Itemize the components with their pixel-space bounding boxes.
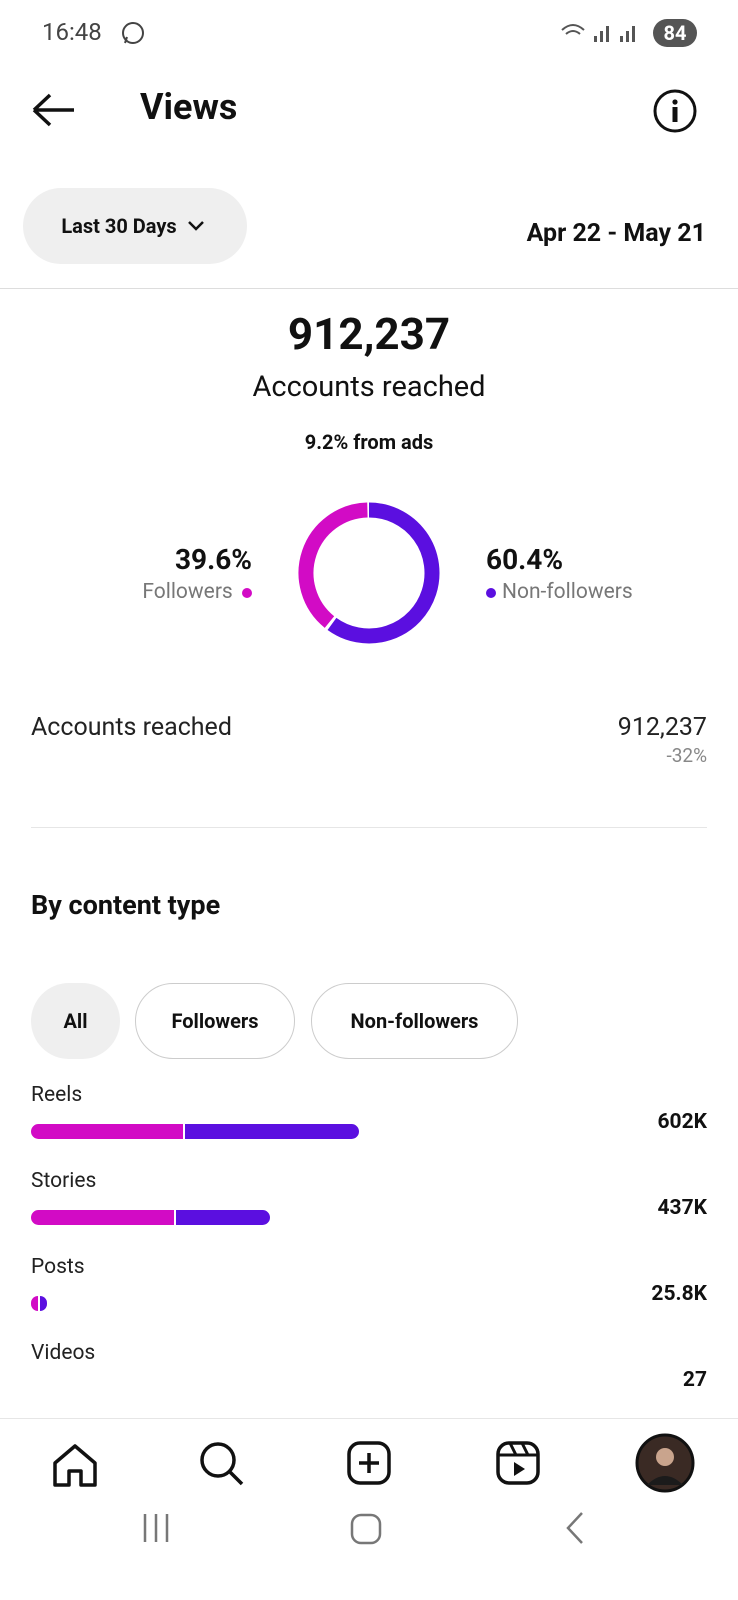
divider bbox=[0, 288, 738, 289]
system-nav bbox=[143, 1512, 583, 1545]
create-icon[interactable] bbox=[345, 1439, 395, 1489]
row-value: 602K bbox=[657, 1110, 708, 1134]
date-range: Apr 22 - May 21 bbox=[526, 219, 706, 248]
row-name: Stories bbox=[31, 1169, 97, 1193]
back-button[interactable] bbox=[30, 90, 78, 130]
bar-followers bbox=[31, 1124, 184, 1139]
row-name: Reels bbox=[31, 1083, 83, 1107]
legend-label: Followers bbox=[142, 580, 233, 604]
row-value: 437K bbox=[657, 1196, 708, 1220]
search-icon[interactable] bbox=[197, 1439, 247, 1489]
donut-segment bbox=[327, 502, 440, 644]
home-icon[interactable] bbox=[50, 1441, 100, 1489]
row-label: Accounts reached bbox=[31, 713, 232, 742]
divider bbox=[31, 827, 707, 828]
signal-icons bbox=[561, 24, 635, 42]
non-followers-legend: Non-followers bbox=[486, 580, 633, 604]
ads-note: 9.2% from ads bbox=[304, 430, 434, 454]
row-name: Videos bbox=[31, 1341, 96, 1365]
total-value: 912,237 bbox=[287, 308, 451, 360]
page-title: Views bbox=[140, 86, 238, 128]
bar-non-followers bbox=[185, 1124, 359, 1139]
bar-non-followers bbox=[175, 1210, 270, 1225]
total-label: Accounts reached bbox=[252, 370, 486, 404]
followers-percent: 39.6% bbox=[174, 543, 252, 576]
row-value: 27 bbox=[682, 1368, 707, 1392]
chevron bbox=[187, 221, 204, 231]
donut-chart bbox=[298, 502, 440, 644]
bar-non-followers bbox=[40, 1296, 47, 1311]
legend-label: Non-followers bbox=[502, 580, 633, 604]
tab[interactable]: Non-followers bbox=[311, 983, 518, 1059]
row-value: 912,237 bbox=[617, 713, 707, 742]
section-title: By content type bbox=[31, 889, 221, 921]
profile-avatar[interactable] bbox=[635, 1433, 695, 1493]
tab[interactable]: All bbox=[31, 983, 120, 1059]
row-name: Posts bbox=[31, 1255, 85, 1279]
bar bbox=[31, 1382, 33, 1397]
period-selector[interactable]: Last 30 Days bbox=[23, 188, 247, 264]
row-value: 25.8K bbox=[651, 1282, 707, 1306]
status-time: 16:48 bbox=[42, 18, 102, 46]
info-button[interactable] bbox=[652, 88, 698, 134]
tab[interactable]: Followers bbox=[135, 983, 295, 1059]
legend-dot bbox=[242, 588, 252, 598]
battery: 84 bbox=[653, 19, 697, 47]
row-change: -32% bbox=[666, 744, 707, 767]
followers-legend: Followers bbox=[142, 580, 252, 604]
non-followers-percent: 60.4% bbox=[486, 543, 564, 576]
legend-dot bbox=[486, 588, 496, 598]
donut-segment bbox=[298, 502, 368, 628]
reels-icon[interactable] bbox=[494, 1439, 544, 1489]
whatsapp-icon bbox=[122, 22, 144, 44]
bar-followers bbox=[31, 1296, 39, 1311]
period-label: Last 30 Days bbox=[61, 214, 177, 238]
bar-followers bbox=[31, 1210, 174, 1225]
bottom-nav bbox=[0, 1418, 738, 1600]
